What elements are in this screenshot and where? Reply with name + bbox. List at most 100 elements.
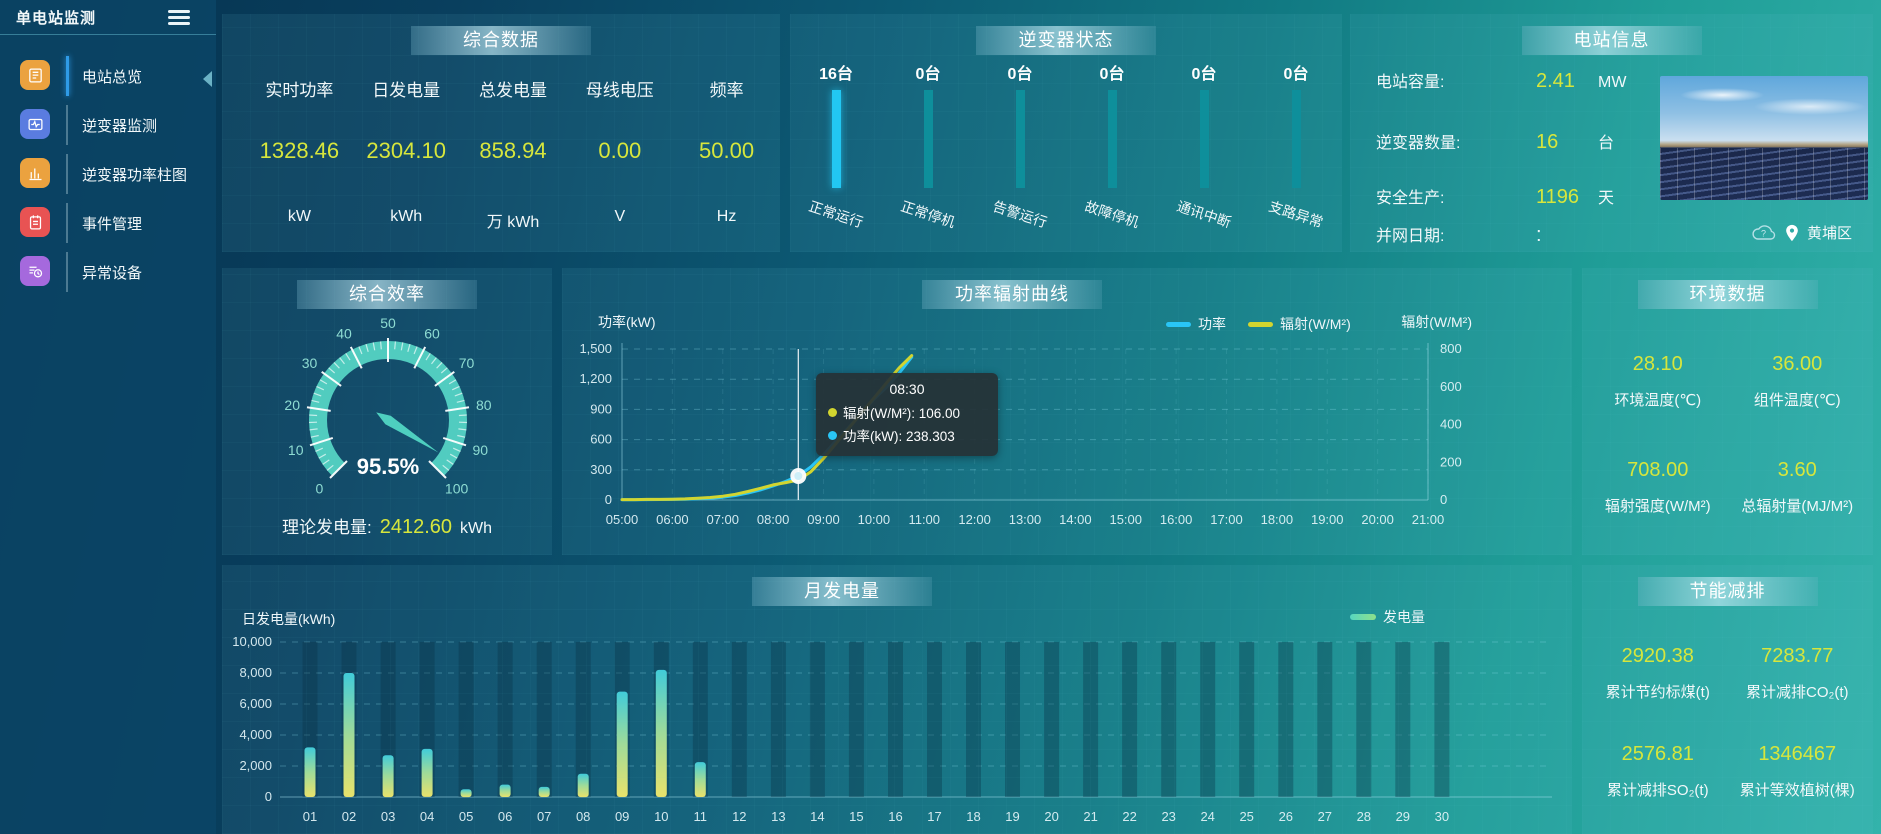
- gauge-value: 95.5%: [356, 454, 420, 479]
- panel-inverter-status: 逆变器状态 16台 正常运行 0台 正常停机 0台 告警运行 0台 故障停机: [790, 14, 1342, 252]
- svg-text:19:00: 19:00: [1311, 512, 1344, 527]
- svg-text:12:00: 12:00: [958, 512, 991, 527]
- svg-text:2,000: 2,000: [239, 758, 272, 773]
- sidebar-item-station-overview[interactable]: 电站总览: [0, 56, 216, 102]
- svg-text:4,000: 4,000: [239, 727, 272, 742]
- svg-text:28: 28: [1357, 809, 1371, 824]
- panel-power-radiation: 功率辐射曲线 功率(kW) 辐射(W/M²) 功率 辐射(W/M²) 05:00…: [562, 268, 1572, 555]
- station-location: ? 黄埔区: [1750, 222, 1852, 243]
- metric-total-energy: 总发电量 858.94 万 kWh: [478, 81, 547, 231]
- overview-book-icon: [20, 60, 50, 90]
- sidebar-item-inverter-monitor[interactable]: 逆变器监测: [0, 105, 216, 151]
- svg-text:24: 24: [1200, 809, 1214, 824]
- metric-ambient-temp: 28.10 环境温度(℃): [1614, 352, 1702, 409]
- panel-energy-saving: 节能减排 2920.38 累计节约标煤(t) 7283.77 累计减排CO₂(t) …: [1582, 565, 1873, 834]
- svg-text:11:00: 11:00: [908, 512, 940, 527]
- svg-text:20: 20: [1044, 809, 1058, 824]
- panel-efficiency: 综合效率 0 10 20 30 40 50 60 70 80 90 100 95.5% 理论发电量:…: [222, 268, 552, 555]
- svg-text:100: 100: [445, 481, 469, 497]
- status-bar: [1107, 90, 1117, 188]
- svg-text:17: 17: [927, 809, 941, 824]
- metric-total-radiation: 3.60 总辐射量(MJ/M²): [1741, 459, 1854, 516]
- svg-text:900: 900: [590, 401, 612, 416]
- station-photo: [1660, 76, 1868, 200]
- status-bar: [1015, 90, 1025, 188]
- metric-irradiance: 708.00 辐射强度(W/M²): [1604, 459, 1711, 516]
- chart-tooltip: 08:30 辐射(W/M²): 106.00 功率(kW): 238.303: [816, 373, 998, 456]
- svg-text:12: 12: [732, 809, 746, 824]
- left-axis-label: 功率(kW): [598, 314, 656, 330]
- svg-text:0: 0: [265, 789, 272, 804]
- legend-radiation[interactable]: 辐射(W/M²): [1248, 314, 1351, 334]
- svg-text:04: 04: [420, 809, 434, 824]
- metric-so2-reduced: 2576.81 累计减排SO₂(t): [1606, 742, 1709, 799]
- sidebar-item-event-management[interactable]: 事件管理: [0, 203, 216, 249]
- environment-metrics: 28.10 环境温度(℃) 36.00 组件温度(℃) 708.00 辐射强度(W/M…: [1588, 328, 1867, 541]
- status-normal-stop: 0台 正常停机: [898, 66, 958, 231]
- svg-text:30: 30: [1435, 809, 1449, 824]
- line-legend: 功率 辐射(W/M²): [1166, 314, 1351, 334]
- svg-text:0: 0: [605, 492, 612, 507]
- panel-title: 环境数据: [1637, 280, 1818, 309]
- svg-text:1,500: 1,500: [579, 341, 612, 356]
- svg-text:07:00: 07:00: [706, 512, 739, 527]
- svg-text:600: 600: [590, 432, 612, 447]
- metric-daily-energy: 日发电量 2304.10 kWh: [366, 81, 446, 225]
- panel-title: 电站信息: [1521, 26, 1702, 55]
- energy-saving-metrics: 2920.38 累计节约标煤(t) 7283.77 累计减排CO₂(t) 2576.…: [1588, 625, 1867, 820]
- power-radiation-chart[interactable]: 05:00 06:00 07:00 08:00 09:00 10:00 11:00 12:00…: [562, 268, 1572, 555]
- legend-power[interactable]: 功率: [1166, 314, 1226, 334]
- monthly-generation-chart[interactable]: 0 2,000 4,000 6,000 8,000 10,000 01 02 03 04 05 06 0…: [222, 565, 1572, 834]
- svg-text:02: 02: [342, 809, 356, 824]
- panel-title: 逆变器状态: [976, 26, 1156, 55]
- svg-text:16:00: 16:00: [1160, 512, 1193, 527]
- hamburger-menu-icon[interactable]: [168, 7, 190, 25]
- efficiency-gauge[interactable]: 0 10 20 30 40 50 60 70 80 90 100: [222, 268, 552, 555]
- svg-text:1,200: 1,200: [579, 371, 612, 386]
- svg-text:05: 05: [459, 809, 473, 824]
- svg-text:10: 10: [654, 809, 668, 824]
- panel-title: 节能减排: [1637, 577, 1818, 606]
- right-axis-label: 辐射(W/M²): [1401, 314, 1472, 330]
- status-normal-running: 16台 正常运行: [806, 66, 866, 231]
- svg-text:06:00: 06:00: [656, 512, 689, 527]
- svg-text:11: 11: [694, 809, 708, 824]
- sidebar-item-label: 异常设备: [82, 265, 143, 282]
- svg-text:20: 20: [284, 397, 300, 413]
- svg-text:26: 26: [1279, 809, 1293, 824]
- svg-text:30: 30: [302, 355, 318, 371]
- sidebar-item-label: 逆变器功率柱图: [82, 167, 188, 184]
- svg-text:300: 300: [590, 462, 612, 477]
- svg-text:70: 70: [459, 355, 475, 371]
- tooltip-radiation-row: 辐射(W/M²): 106.00: [828, 402, 986, 422]
- sidebar-item-abnormal-devices[interactable]: 异常设备: [0, 252, 216, 298]
- panel-title: 综合数据: [411, 26, 591, 55]
- abnormal-device-icon: [20, 256, 50, 286]
- theoretical-generation: 理论发电量: 2412.60 kWh: [281, 516, 493, 538]
- svg-text:08:00: 08:00: [757, 512, 790, 527]
- panel-environment: 环境数据 28.10 环境温度(℃) 36.00 组件温度(℃) 708.00 辐射强…: [1582, 268, 1873, 555]
- status-bar: [1291, 90, 1301, 188]
- sidebar-collapse-arrow[interactable]: [203, 71, 212, 87]
- sidebar: 单电站监测 电站总览 逆变器监测 逆变器功率柱图 事件管理: [0, 0, 216, 834]
- panel-summary: 综合数据 实时功率 1328.46 kW 日发电量 2304.10 kWh 总发…: [222, 14, 780, 252]
- inverter-monitor-icon: [20, 109, 50, 139]
- sidebar-item-label: 电站总览: [82, 69, 143, 86]
- metric-coal-saved: 2920.38 累计节约标煤(t): [1605, 645, 1710, 702]
- bar-axis-label: 日发电量(kWh): [242, 611, 336, 627]
- svg-text:25: 25: [1239, 809, 1253, 824]
- weather-cloud-icon: ?: [1752, 225, 1776, 240]
- svg-text:0: 0: [1440, 492, 1447, 507]
- svg-text:14:00: 14:00: [1059, 512, 1092, 527]
- status-bar: [831, 90, 841, 188]
- panel-title: 综合效率: [297, 280, 477, 309]
- sidebar-item-inverter-power-bars[interactable]: 逆变器功率柱图: [0, 154, 216, 200]
- svg-text:80: 80: [476, 397, 492, 413]
- svg-text:6,000: 6,000: [239, 696, 272, 711]
- bar-legend[interactable]: 发电量: [1350, 607, 1425, 627]
- app-title: 单电站监测: [16, 10, 97, 27]
- svg-text:600: 600: [1440, 379, 1462, 394]
- svg-text:200: 200: [1440, 454, 1462, 469]
- svg-text:23: 23: [1161, 809, 1175, 824]
